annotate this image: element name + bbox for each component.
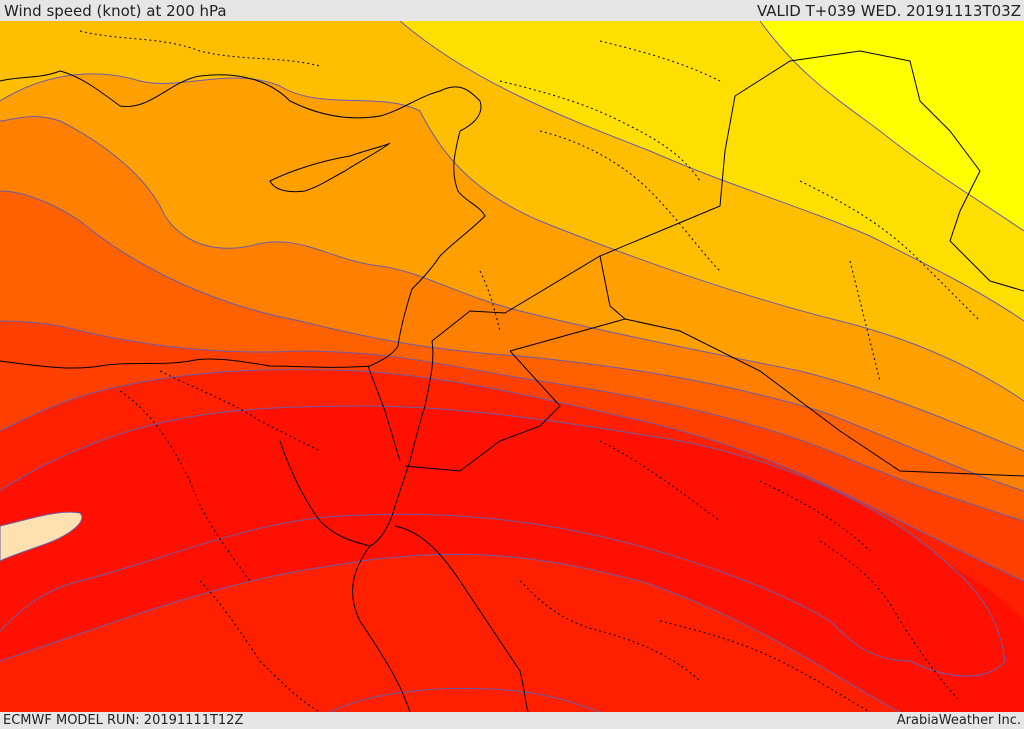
valid-time: VALID T+039 WED. 20191113T03Z <box>756 2 1021 20</box>
band-red-light-bottom-2 <box>330 688 600 712</box>
model-run: ECMWF MODEL RUN: 20191111T12Z <box>3 713 244 728</box>
band-orange-light <box>0 73 1024 451</box>
band-orange <box>0 116 1024 492</box>
map-title: Wind speed (knot) at 200 hPa <box>4 2 227 20</box>
wind-speed-map <box>0 21 1024 712</box>
coastlines <box>0 50 1024 712</box>
header-bar: Wind speed (knot) at 200 hPa VALID T+039… <box>0 0 1024 21</box>
provincial-boundaries <box>79 30 981 712</box>
band-red-core <box>0 406 1005 676</box>
band-amber <box>0 21 1024 401</box>
footer-bar: ECMWF MODEL RUN: 20191111T12Z ArabiaWeat… <box>0 712 1024 729</box>
credit: ArabiaWeather Inc. <box>896 713 1021 728</box>
band-red-orange <box>0 321 1024 581</box>
jet-core <box>0 511 83 562</box>
isotach-contours <box>0 21 1024 712</box>
band-orange-dark <box>0 191 1024 521</box>
band-red-light <box>0 369 1024 621</box>
band-yellow <box>760 21 1024 231</box>
band-gold <box>400 21 1024 321</box>
